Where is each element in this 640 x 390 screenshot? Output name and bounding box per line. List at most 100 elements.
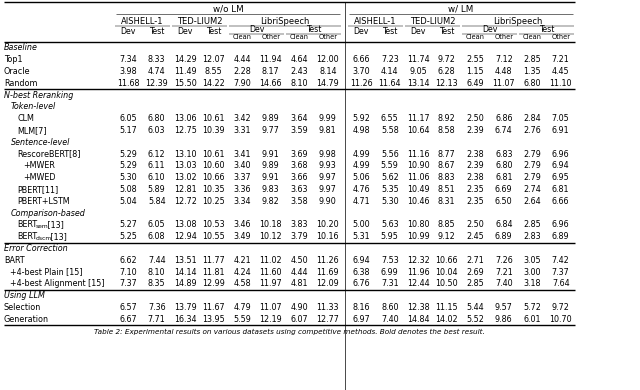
Text: Dev: Dev <box>120 28 136 37</box>
Text: 6.81: 6.81 <box>552 185 570 194</box>
Text: 4.71: 4.71 <box>353 197 370 206</box>
Text: Test: Test <box>149 28 164 37</box>
Text: 3.59: 3.59 <box>291 126 308 135</box>
Text: 8.55: 8.55 <box>205 67 223 76</box>
Text: 7.31: 7.31 <box>381 279 399 288</box>
Text: Baseline: Baseline <box>4 43 38 52</box>
Text: 11.07: 11.07 <box>259 303 282 312</box>
Text: Clean: Clean <box>290 34 308 40</box>
Text: 11.64: 11.64 <box>378 79 401 88</box>
Text: Other: Other <box>551 34 570 40</box>
Text: 5.44: 5.44 <box>467 303 484 312</box>
Text: 10.25: 10.25 <box>202 197 225 206</box>
Text: 2.83: 2.83 <box>524 232 541 241</box>
Text: 5.06: 5.06 <box>353 173 370 182</box>
Text: 9.72: 9.72 <box>438 55 456 64</box>
Text: 8.92: 8.92 <box>438 114 456 123</box>
Text: 6.89: 6.89 <box>552 232 570 241</box>
Text: 8.60: 8.60 <box>381 303 399 312</box>
Text: 10.90: 10.90 <box>407 161 429 170</box>
Text: 10.66: 10.66 <box>435 256 458 265</box>
Text: 3.79: 3.79 <box>291 232 308 241</box>
Text: Error Correction: Error Correction <box>4 244 68 253</box>
Text: 3.66: 3.66 <box>291 173 308 182</box>
Text: Other: Other <box>261 34 280 40</box>
Text: Oracle: Oracle <box>4 67 31 76</box>
Text: 2.35: 2.35 <box>467 185 484 194</box>
Text: 12.75: 12.75 <box>174 126 196 135</box>
Text: 3.70: 3.70 <box>353 67 370 76</box>
Text: 4.81: 4.81 <box>291 279 308 288</box>
Text: 6.67: 6.67 <box>120 315 137 324</box>
Text: 2.79: 2.79 <box>524 173 541 182</box>
Text: 2.79: 2.79 <box>524 161 541 170</box>
Text: 7.90: 7.90 <box>234 79 251 88</box>
Text: 3.41: 3.41 <box>234 150 251 159</box>
Text: 11.49: 11.49 <box>174 67 196 76</box>
Text: +MWER: +MWER <box>24 161 56 170</box>
Text: 6.86: 6.86 <box>495 114 513 123</box>
Text: 13.03: 13.03 <box>174 161 196 170</box>
Text: RescoreBERT[8]: RescoreBERT[8] <box>17 150 81 159</box>
Text: 3.05: 3.05 <box>524 256 541 265</box>
Text: 6.07: 6.07 <box>291 315 308 324</box>
Text: 5.58: 5.58 <box>381 126 399 135</box>
Text: 3.64: 3.64 <box>291 114 308 123</box>
Text: 10.04: 10.04 <box>435 268 458 277</box>
Text: 10.12: 10.12 <box>259 232 282 241</box>
Text: 2.84: 2.84 <box>524 114 541 123</box>
Text: 3.63: 3.63 <box>291 185 308 194</box>
Text: [13]: [13] <box>48 232 67 241</box>
Text: Other: Other <box>318 34 337 40</box>
Text: Test: Test <box>539 25 554 34</box>
Text: 6.69: 6.69 <box>495 185 513 194</box>
Text: 8.67: 8.67 <box>438 161 456 170</box>
Text: 9.57: 9.57 <box>495 303 513 312</box>
Text: 10.55: 10.55 <box>202 232 225 241</box>
Text: 4.14: 4.14 <box>381 67 399 76</box>
Text: 2.39: 2.39 <box>467 126 484 135</box>
Text: 6.05: 6.05 <box>148 220 166 229</box>
Text: 5.04: 5.04 <box>120 197 137 206</box>
Text: 11.96: 11.96 <box>407 268 429 277</box>
Text: 11.60: 11.60 <box>259 268 282 277</box>
Text: 7.53: 7.53 <box>381 256 399 265</box>
Text: 14.29: 14.29 <box>174 55 196 64</box>
Text: 7.26: 7.26 <box>495 256 513 265</box>
Text: 6.50: 6.50 <box>495 197 513 206</box>
Text: 13.02: 13.02 <box>174 173 196 182</box>
Text: 6.10: 6.10 <box>148 173 166 182</box>
Text: 8.33: 8.33 <box>148 55 166 64</box>
Text: 4.98: 4.98 <box>353 126 370 135</box>
Text: 8.14: 8.14 <box>319 67 337 76</box>
Text: 9.91: 9.91 <box>262 173 280 182</box>
Text: 6.89: 6.89 <box>495 232 513 241</box>
Text: 8.10: 8.10 <box>291 79 308 88</box>
Text: 10.20: 10.20 <box>316 220 339 229</box>
Text: 5.27: 5.27 <box>119 220 137 229</box>
Text: 2.39: 2.39 <box>467 161 484 170</box>
Text: 2.50: 2.50 <box>467 114 484 123</box>
Text: 5.89: 5.89 <box>148 185 166 194</box>
Text: AISHELL-1: AISHELL-1 <box>355 16 397 25</box>
Text: 2.45: 2.45 <box>467 232 484 241</box>
Text: Dev: Dev <box>411 28 426 37</box>
Text: 6.74: 6.74 <box>495 126 513 135</box>
Text: 4.45: 4.45 <box>552 67 570 76</box>
Text: 8.58: 8.58 <box>438 126 456 135</box>
Text: 5.35: 5.35 <box>381 185 399 194</box>
Text: 6.81: 6.81 <box>495 173 513 182</box>
Text: 2.76: 2.76 <box>524 126 541 135</box>
Text: 6.49: 6.49 <box>467 79 484 88</box>
Text: 10.50: 10.50 <box>435 279 458 288</box>
Text: 9.86: 9.86 <box>495 315 513 324</box>
Text: 5.29: 5.29 <box>119 150 137 159</box>
Text: 2.55: 2.55 <box>467 55 484 64</box>
Text: 6.01: 6.01 <box>524 315 541 324</box>
Text: 16.34: 16.34 <box>174 315 196 324</box>
Text: 9.82: 9.82 <box>262 197 280 206</box>
Text: 6.97: 6.97 <box>353 315 370 324</box>
Text: 11.15: 11.15 <box>435 303 458 312</box>
Text: 5.63: 5.63 <box>381 220 399 229</box>
Text: 10.39: 10.39 <box>202 126 225 135</box>
